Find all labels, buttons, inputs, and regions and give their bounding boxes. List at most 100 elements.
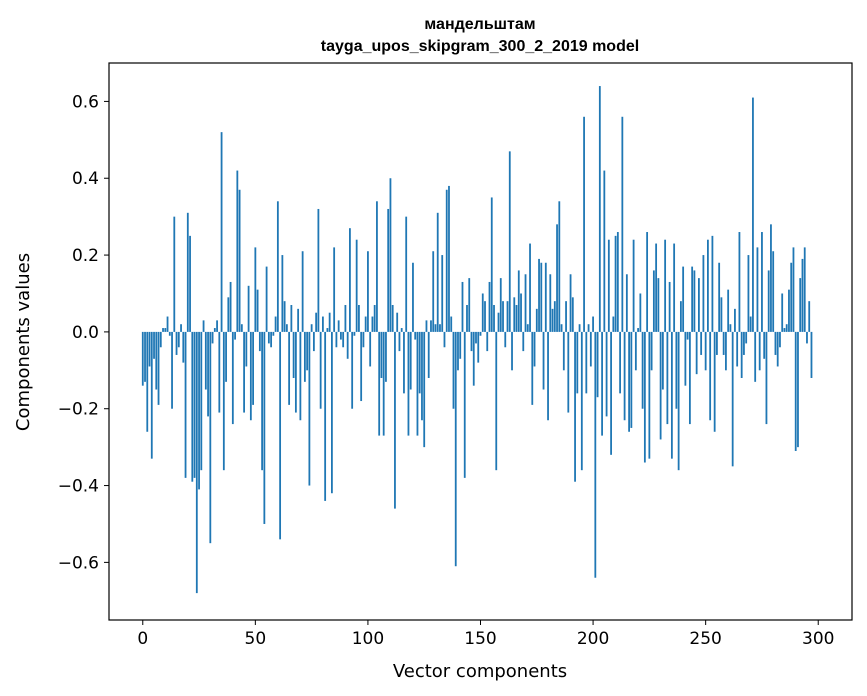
bar — [204, 331, 207, 390]
bar — [675, 331, 678, 409]
bar — [538, 258, 540, 332]
bar — [398, 331, 401, 352]
bar — [443, 331, 446, 348]
bar — [693, 270, 696, 332]
bar — [646, 232, 649, 332]
bar — [265, 266, 268, 332]
bar — [578, 324, 581, 332]
bar — [544, 262, 547, 332]
bar — [216, 320, 218, 332]
bar — [794, 331, 797, 451]
bar — [747, 255, 750, 332]
bar — [655, 243, 658, 332]
bar — [274, 316, 277, 332]
bar — [810, 331, 813, 378]
bar — [335, 331, 338, 348]
bar — [709, 331, 712, 421]
bar — [648, 331, 651, 459]
bar — [700, 331, 703, 355]
bar — [211, 331, 214, 344]
bar — [421, 331, 423, 421]
bar — [328, 312, 331, 332]
x-tick-label: 300 — [802, 629, 834, 649]
bar — [439, 324, 441, 332]
bar — [254, 247, 257, 332]
bar — [371, 316, 374, 332]
bar — [159, 331, 162, 348]
bar — [407, 331, 410, 436]
bar — [511, 331, 513, 371]
bar — [173, 216, 176, 332]
bar — [382, 331, 385, 436]
bar — [195, 331, 198, 594]
bar — [317, 208, 320, 332]
bar — [423, 331, 426, 448]
bar — [808, 301, 811, 332]
bar — [756, 247, 759, 332]
bar — [734, 308, 736, 332]
bar — [502, 301, 504, 332]
bar — [486, 331, 489, 352]
bar — [684, 331, 687, 386]
bar — [249, 331, 252, 421]
bar — [218, 331, 221, 413]
bar — [306, 331, 309, 371]
bar — [731, 331, 734, 467]
bar — [367, 251, 369, 332]
bar — [337, 320, 340, 332]
bar — [207, 331, 209, 417]
bar — [272, 331, 275, 336]
bar — [308, 331, 311, 486]
bar — [682, 266, 685, 332]
bar — [614, 235, 617, 332]
bar — [373, 305, 376, 332]
bar — [231, 331, 234, 425]
bar — [634, 331, 637, 371]
bar — [193, 331, 196, 478]
bar — [198, 331, 200, 490]
bar — [454, 331, 457, 567]
bar — [171, 331, 173, 409]
bar — [722, 331, 725, 355]
bar — [427, 331, 430, 378]
bar — [222, 331, 225, 471]
bar — [643, 331, 646, 463]
bar — [506, 301, 509, 332]
bar — [380, 331, 383, 378]
bar — [225, 331, 227, 382]
bar — [806, 331, 808, 344]
bar — [801, 258, 804, 332]
bar — [716, 331, 718, 355]
bar — [353, 331, 356, 336]
bar — [299, 331, 302, 421]
plot-frame — [108, 62, 853, 621]
y-tick-label: −0.4 — [58, 477, 99, 497]
bar — [238, 189, 241, 332]
bar — [166, 316, 169, 332]
bar — [403, 331, 405, 394]
bar — [783, 328, 786, 332]
bar — [391, 305, 394, 332]
bar — [209, 331, 212, 544]
bar — [542, 331, 545, 390]
x-tick-label: 100 — [352, 629, 384, 649]
bar — [414, 331, 417, 340]
bar — [470, 331, 473, 352]
bar — [619, 331, 621, 394]
bar — [229, 281, 232, 332]
bars-group — [141, 86, 813, 594]
bar — [405, 216, 408, 332]
bar — [765, 331, 768, 425]
bar — [531, 331, 534, 405]
bar — [263, 331, 266, 524]
bar — [479, 331, 482, 336]
bar — [772, 251, 775, 332]
bar — [668, 281, 671, 332]
bar — [770, 224, 772, 332]
bar — [788, 289, 790, 332]
bar — [499, 278, 502, 332]
bar — [326, 328, 329, 332]
bar — [686, 331, 689, 340]
y-tick-label: 0.2 — [72, 246, 99, 266]
y-tick-label: −0.6 — [58, 553, 99, 573]
